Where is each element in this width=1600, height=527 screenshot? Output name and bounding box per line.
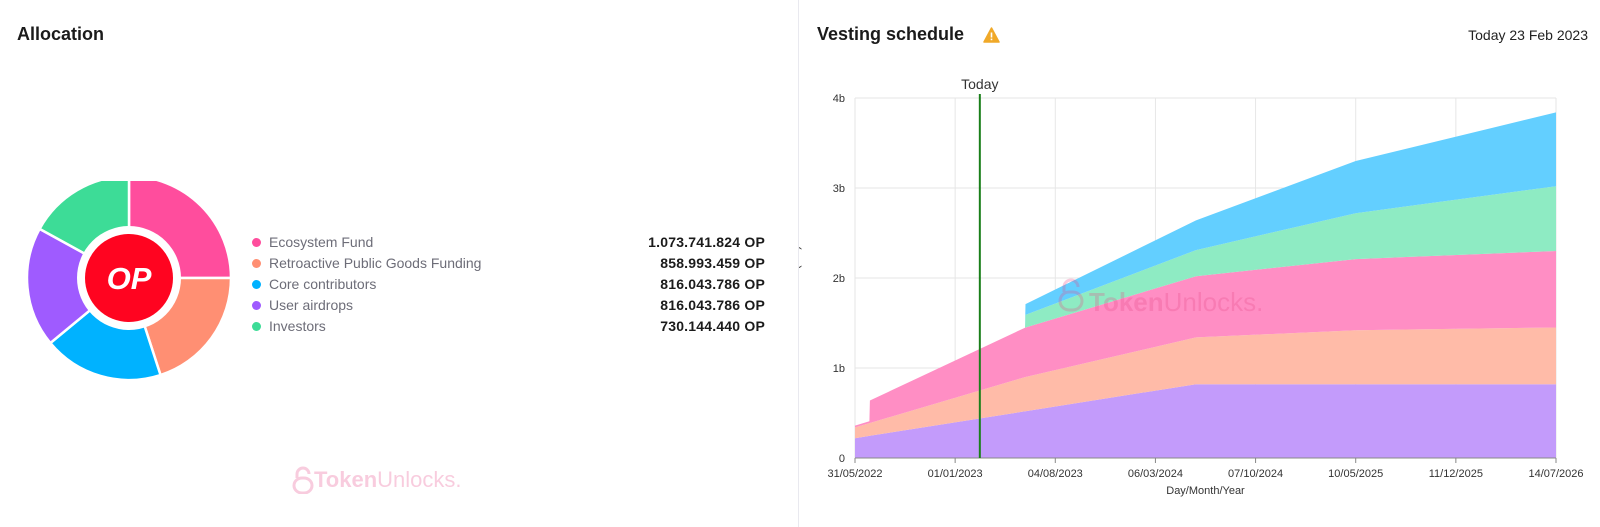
chart-watermark-light: Unlocks. — [1164, 287, 1264, 317]
legend-value: 1.073.741.824 OP — [648, 234, 765, 250]
allocation-panel: Allocation OP Ecosystem Fund 1.073.741.8… — [0, 0, 798, 527]
legend-item[interactable]: User airdrops 816.043.786 OP — [250, 296, 765, 317]
legend-dot-core-contributors — [252, 280, 261, 289]
x-tick-label: 31/05/2022 — [827, 468, 882, 480]
legend-item[interactable]: Core contributors 816.043.786 OP — [250, 275, 765, 296]
legend-value: 816.043.786 OP — [660, 297, 765, 313]
chart-watermark-text: TokenUnlocks. — [1089, 287, 1263, 317]
legend-value: 730.144.440 OP — [660, 318, 765, 334]
panel-divider — [798, 0, 799, 527]
y-tick-label: 2b — [833, 273, 845, 285]
today-marker-label: Today — [961, 76, 998, 92]
vesting-title: Vesting schedule — [817, 24, 965, 44]
legend-label: Retroactive Public Goods Funding — [269, 255, 482, 271]
x-tick-label: 07/10/2024 — [1228, 468, 1283, 480]
chart-watermark-lock-body — [1058, 290, 1084, 312]
legend-dot-retroactive-public-goods — [252, 259, 261, 268]
x-tick-label: 10/05/2025 — [1328, 468, 1383, 480]
y-tick-label: 4b — [833, 93, 845, 105]
chart-watermark-bold: Token — [1089, 287, 1164, 317]
area-series-core-contributors[interactable] — [855, 112, 1556, 426]
x-axis-title: Day/Month/Year — [1166, 485, 1245, 497]
tokenunlocks-watermark: TokenUnlocks. — [292, 466, 462, 494]
x-tick-label: 14/07/2026 — [1528, 468, 1583, 480]
y-axis-title: Amount (OP) — [799, 246, 802, 310]
allocation-title: Allocation — [17, 24, 105, 44]
watermark-light: Unlocks. — [377, 467, 462, 492]
chart-watermark-lock-icon — [1062, 278, 1080, 292]
legend-dot-user-airdrops — [252, 301, 261, 310]
area-series-investors[interactable] — [855, 186, 1556, 426]
x-tick-label: 01/01/2023 — [928, 468, 983, 480]
area-series-ecosystem-fund[interactable] — [855, 251, 1556, 428]
vesting-area-chart: TokenUnlocks. 0 1b 2b 3b 4b 31/05/2022 01/01/2… — [799, 76, 1584, 497]
y-tick-label: 1b — [833, 363, 845, 375]
legend-value: 816.043.786 OP — [660, 276, 765, 292]
watermark-text: TokenUnlocks. — [314, 467, 462, 493]
y-tick-label: 0 — [839, 453, 845, 465]
lock-icon — [292, 466, 314, 494]
legend-label: Ecosystem Fund — [269, 234, 374, 250]
legend-label: User airdrops — [269, 297, 354, 313]
legend-dot-ecosystem-fund — [252, 238, 261, 247]
op-logo-text: OP — [107, 261, 152, 296]
area-series-user-airdrops[interactable] — [855, 384, 1556, 458]
legend-label: Core contributors — [269, 276, 377, 292]
x-tick-label: 04/08/2023 — [1028, 468, 1083, 480]
x-tick-label: 11/12/2025 — [1429, 468, 1483, 480]
legend-item[interactable]: Investors 730.144.440 OP — [250, 317, 765, 338]
allocation-donut-chart: OP — [26, 181, 232, 382]
warning-icon[interactable] — [983, 27, 1000, 43]
allocation-legend: Ecosystem Fund 1.073.741.824 OP Retroact… — [250, 233, 765, 338]
today-date-label: Today 23 Feb 2023 — [1468, 27, 1588, 43]
legend-value: 858.993.459 OP — [660, 255, 765, 271]
op-logo-circle — [85, 234, 173, 322]
legend-dot-investors — [252, 322, 261, 331]
x-tick-label: 06/03/2024 — [1128, 468, 1183, 480]
vesting-panel: Vesting schedule Today 23 Feb 2023 Token… — [799, 0, 1600, 527]
legend-item[interactable]: Retroactive Public Goods Funding 858.993… — [250, 254, 765, 275]
watermark-bold: Token — [314, 467, 378, 492]
area-series-retroactive-public-goods-funding[interactable] — [855, 327, 1556, 439]
legend-item[interactable]: Ecosystem Fund 1.073.741.824 OP — [250, 233, 765, 254]
y-tick-label: 3b — [833, 183, 845, 195]
legend-label: Investors — [269, 318, 326, 334]
